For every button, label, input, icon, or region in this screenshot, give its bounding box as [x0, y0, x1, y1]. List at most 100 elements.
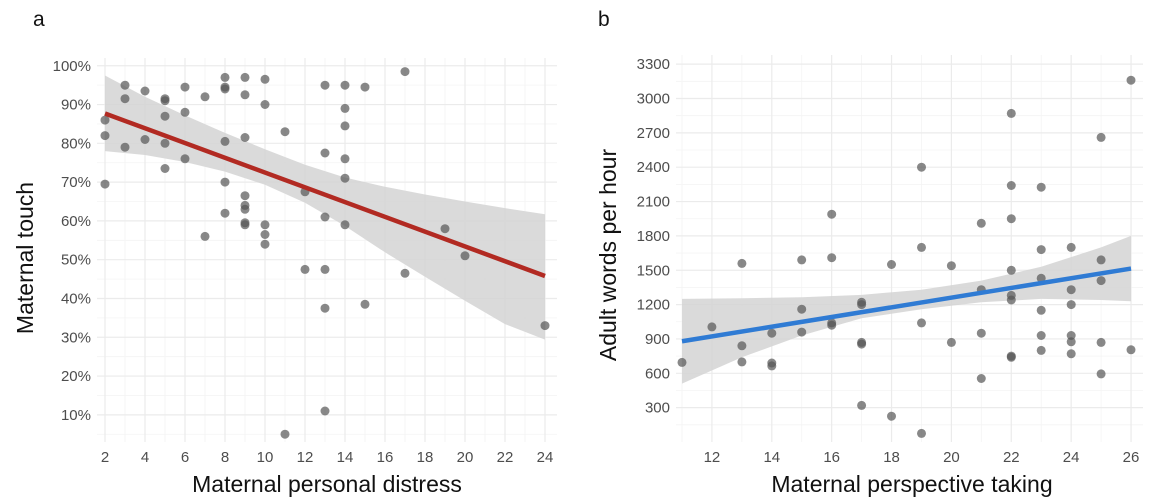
data-point [1096, 276, 1106, 286]
data-point [400, 268, 410, 278]
data-point [320, 406, 330, 416]
x-tick-label: 8 [221, 449, 229, 466]
data-point [887, 411, 896, 421]
data-point [707, 322, 717, 332]
data-point [767, 361, 777, 371]
data-point [797, 255, 807, 265]
data-point [540, 321, 550, 331]
regression-line-a [104, 111, 546, 279]
y-tick-label: 3000 [637, 91, 670, 108]
data-point [1036, 245, 1046, 255]
data-point [1006, 181, 1016, 190]
data-point [120, 80, 130, 90]
data-point [220, 84, 230, 94]
data-point [1006, 214, 1016, 224]
y-tick-label: 1500 [637, 262, 670, 279]
data-point [320, 264, 330, 274]
data-point [1006, 265, 1016, 275]
data-point [340, 103, 350, 113]
data-point [100, 179, 110, 189]
data-point [917, 242, 926, 252]
data-point [917, 162, 926, 172]
y-tick-label: 3300 [637, 56, 670, 73]
data-point [320, 212, 330, 222]
y-tick-label: 20% [61, 368, 91, 385]
data-point [677, 357, 687, 367]
data-point [976, 218, 986, 228]
data-point [240, 72, 250, 82]
y-tick-label: 90% [61, 97, 91, 114]
data-point [120, 94, 130, 104]
x-ticks-a: 2 4 6 8 10 12 14 16 18 20 22 24 [101, 449, 554, 466]
y-tick-label: 30% [61, 329, 91, 346]
data-point [1036, 331, 1046, 340]
data-point [797, 304, 807, 314]
chart-panel-b: b 12 14 16 18 20 22 24 26 300 600 900 1200 1500 1800… [595, 8, 1143, 497]
x-tick-label: 14 [337, 449, 354, 466]
data-point [1066, 331, 1076, 340]
data-point [120, 142, 130, 152]
data-point [797, 327, 807, 337]
y-tick-label: 60% [61, 213, 91, 230]
y-tick-label: 300 [645, 400, 670, 417]
data-point [320, 148, 330, 158]
data-point [917, 318, 926, 328]
x-tick-label: 16 [377, 449, 394, 466]
data-point [320, 303, 330, 313]
data-point [1036, 345, 1046, 355]
data-point [1126, 75, 1136, 85]
data-point [100, 115, 110, 125]
data-point [827, 320, 837, 330]
data-point [280, 429, 290, 439]
data-point [946, 337, 956, 347]
data-point [946, 261, 956, 271]
y-ticks-b: 300 600 900 1200 1500 1800 2100 2400 2700 3000 330… [637, 56, 670, 416]
y-tick-label: 50% [61, 252, 91, 269]
y-tick-label: 100% [53, 58, 91, 75]
data-point [260, 239, 270, 249]
x-tick-label: 24 [1063, 449, 1080, 466]
data-point [340, 121, 350, 131]
data-point [160, 138, 170, 148]
confidence-band-b [682, 235, 1131, 384]
data-point [1096, 337, 1106, 347]
y-tick-label: 80% [61, 135, 91, 152]
x-tick-label: 2 [101, 449, 109, 466]
data-point [320, 80, 330, 90]
data-point [360, 82, 370, 92]
data-point [1036, 182, 1046, 192]
data-point [220, 72, 230, 82]
data-point [1066, 300, 1076, 310]
x-tick-label: 22 [1003, 449, 1020, 466]
y-tick-label: 2400 [637, 159, 670, 176]
x-tick-label: 4 [141, 449, 149, 466]
data-point [827, 209, 837, 219]
data-point [857, 339, 867, 349]
panel-label-b: b [598, 8, 610, 31]
y-tick-label: 600 [645, 365, 670, 382]
y-tick-label: 40% [61, 290, 91, 307]
x-tick-label: 6 [181, 449, 189, 466]
y-axis-label-a: Maternal touch [12, 182, 38, 334]
data-point [340, 220, 350, 230]
data-point [1066, 349, 1076, 359]
x-tick-label: 26 [1123, 449, 1140, 466]
data-point [440, 224, 450, 234]
data-point [1096, 132, 1106, 142]
data-point [260, 220, 270, 230]
x-ticks-b: 12 14 16 18 20 22 24 26 [704, 449, 1140, 466]
data-point [887, 260, 896, 269]
x-tick-label: 10 [257, 449, 274, 466]
data-point [240, 133, 250, 142]
data-point [240, 90, 250, 100]
data-point [1066, 337, 1076, 347]
data-point [160, 164, 170, 173]
data-point [460, 251, 470, 261]
regression-line-b [681, 266, 1132, 344]
y-tick-label: 2100 [637, 194, 670, 211]
x-tick-label: 16 [823, 449, 840, 466]
y-tick-label: 1800 [637, 228, 670, 245]
data-point [1006, 295, 1016, 305]
x-tick-label: 20 [943, 449, 960, 466]
data-point [1096, 255, 1106, 265]
